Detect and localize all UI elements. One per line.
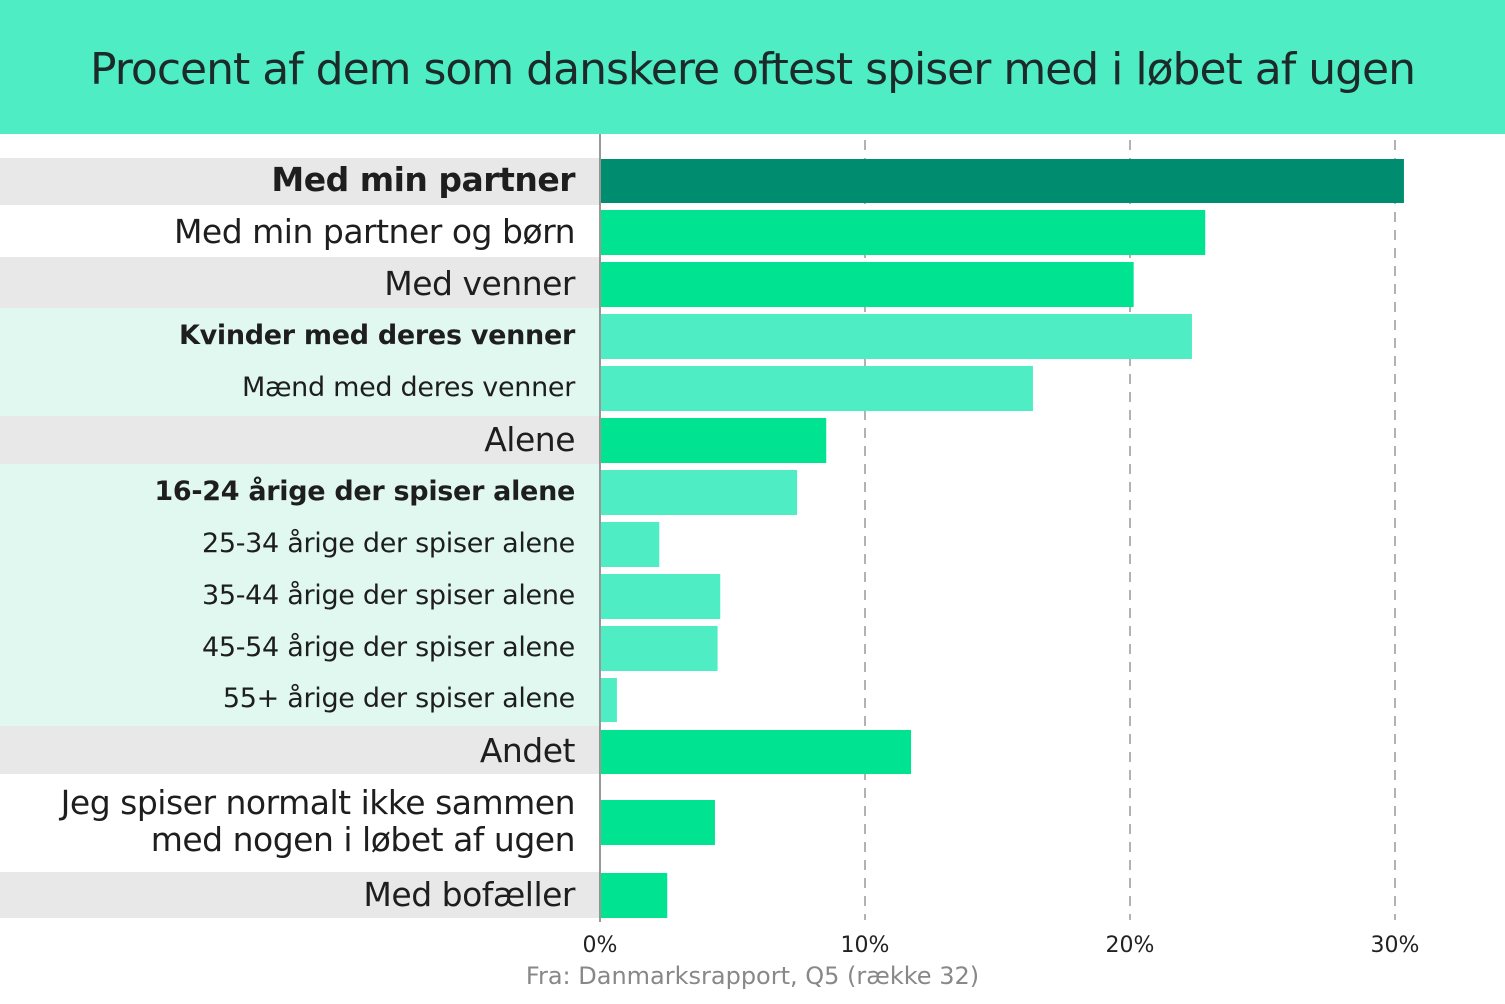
bar [601, 159, 1404, 203]
x-tick-label: 10% [841, 933, 890, 958]
category-label: Med venner [384, 263, 575, 303]
bar [601, 730, 912, 774]
category-label: Andet [479, 731, 576, 771]
category-label: Med min partner og børn [173, 211, 576, 251]
label-background [0, 416, 600, 464]
category-label: 55+ årige der spiser alene [222, 683, 575, 715]
bar [601, 210, 1206, 255]
category-label: 35-44 årige der spiser alene [201, 579, 575, 611]
x-tick-label: 20% [1106, 933, 1155, 958]
category-label: Med min partner [271, 160, 575, 200]
bar [601, 366, 1033, 411]
category-label: 45-54 årige der spiser alene [201, 631, 575, 663]
label-background [0, 205, 600, 262]
category-label: Med bofæller [363, 874, 575, 914]
label-background [0, 674, 600, 726]
bar [601, 314, 1192, 359]
category-label: 16-24 årige der spiser alene [154, 475, 575, 507]
category-label: 25-34 årige der spiser alene [201, 527, 575, 559]
category-label: Alene [484, 419, 575, 459]
bar [601, 522, 660, 567]
category-label: Mænd med deres venner [241, 371, 575, 403]
bar [601, 626, 718, 671]
bar [601, 470, 798, 515]
label-background [0, 464, 600, 518]
label-background [0, 308, 600, 360]
title-banner: Procent af dem som danskere oftest spise… [0, 0, 1505, 134]
label-background [0, 158, 600, 205]
x-tick-label: 30% [1371, 933, 1420, 958]
category-label: Jeg spiser normalt ikke sammen med nogen … [60, 782, 576, 860]
label-background [0, 726, 600, 774]
bar [601, 418, 827, 463]
bar [601, 262, 1134, 307]
bar [601, 873, 668, 918]
bar [601, 800, 715, 845]
label-background [0, 622, 600, 674]
x-tick-label: 0% [583, 933, 618, 958]
category-label: Kvinder med deres venner [178, 319, 575, 351]
source-note: Fra: Danmarksrapport, Q5 (række 32) [525, 962, 980, 990]
label-background [0, 774, 600, 872]
chart-title: Procent af dem som danskere oftest spise… [90, 44, 1416, 95]
bar [601, 574, 721, 619]
label-background [0, 518, 600, 570]
label-background [0, 257, 600, 308]
label-background [0, 360, 600, 416]
label-background [0, 872, 600, 918]
label-background [0, 570, 600, 622]
bar [601, 678, 617, 722]
